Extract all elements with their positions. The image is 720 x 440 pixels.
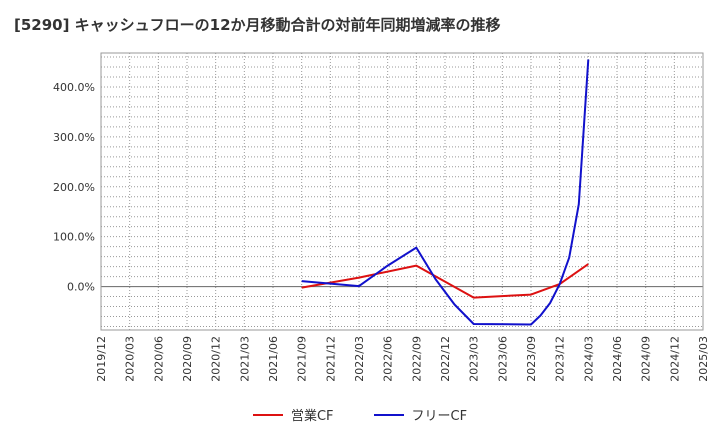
x-tick-label: 2024/12 bbox=[668, 336, 681, 382]
chart-series bbox=[301, 59, 590, 326]
x-tick-label: 2021/12 bbox=[324, 336, 337, 382]
y-tick-label: 0.0% bbox=[67, 281, 95, 294]
x-tick-label: 2023/09 bbox=[525, 336, 538, 382]
x-tick-label: 2022/03 bbox=[353, 336, 366, 382]
chart-legend: 営業CF フリーCF bbox=[0, 405, 720, 424]
x-tick-label: 2020/03 bbox=[124, 336, 137, 382]
x-tick-label: 2019/12 bbox=[95, 336, 108, 382]
x-tick-label: 2021/03 bbox=[238, 336, 251, 382]
legend-item-operating-cf: 営業CF bbox=[252, 405, 334, 424]
x-tick-label: 2022/09 bbox=[410, 336, 423, 382]
x-tick-label: 2021/06 bbox=[267, 336, 280, 382]
x-tick-label: 2022/12 bbox=[439, 336, 452, 382]
chart-title: [5290] キャッシュフローの12か月移動合計の対前年同期増減率の推移 bbox=[14, 16, 501, 34]
chart-x-axis: 2019/12 2020/03 2020/06 2020/09 2020/12 2021/… bbox=[95, 336, 710, 382]
x-tick-label: 2025/03 bbox=[697, 336, 710, 382]
plot-area-frame bbox=[100, 52, 704, 331]
chart-gridlines bbox=[100, 53, 704, 330]
y-tick-label: 200.0% bbox=[53, 181, 95, 194]
x-tick-label: 2020/09 bbox=[181, 336, 194, 382]
legend-swatch-operating-cf bbox=[252, 413, 283, 416]
x-tick-label: 2023/03 bbox=[468, 336, 481, 382]
y-tick-label: 100.0% bbox=[53, 231, 95, 244]
x-tick-label: 2021/09 bbox=[296, 336, 309, 382]
x-tick-label: 2022/06 bbox=[382, 336, 395, 382]
y-tick-label: 300.0% bbox=[53, 131, 95, 144]
x-tick-label: 2024/03 bbox=[582, 336, 595, 382]
chart-canvas: 0.0% 100.0% 200.0% 300.0% 400.0% 2019/12 2020… bbox=[53, 52, 710, 382]
legend-label-free-cf: フリーCF bbox=[411, 409, 468, 424]
chart-y-axis: 0.0% 100.0% 200.0% 300.0% 400.0% bbox=[53, 81, 95, 294]
x-tick-label: 2024/06 bbox=[611, 336, 624, 382]
x-tick-label: 2023/06 bbox=[496, 336, 509, 382]
y-tick-label: 400.0% bbox=[53, 81, 95, 94]
x-tick-label: 2020/06 bbox=[152, 336, 165, 382]
x-tick-label: 2020/12 bbox=[210, 336, 223, 382]
legend-swatch-free-cf bbox=[373, 413, 404, 416]
series-line-free-cf bbox=[301, 59, 590, 326]
x-tick-label: 2024/09 bbox=[640, 336, 653, 382]
x-tick-label: 2023/12 bbox=[554, 336, 567, 382]
legend-label-operating-cf: 営業CF bbox=[290, 409, 334, 424]
legend-item-free-cf: フリーCF bbox=[373, 405, 468, 424]
